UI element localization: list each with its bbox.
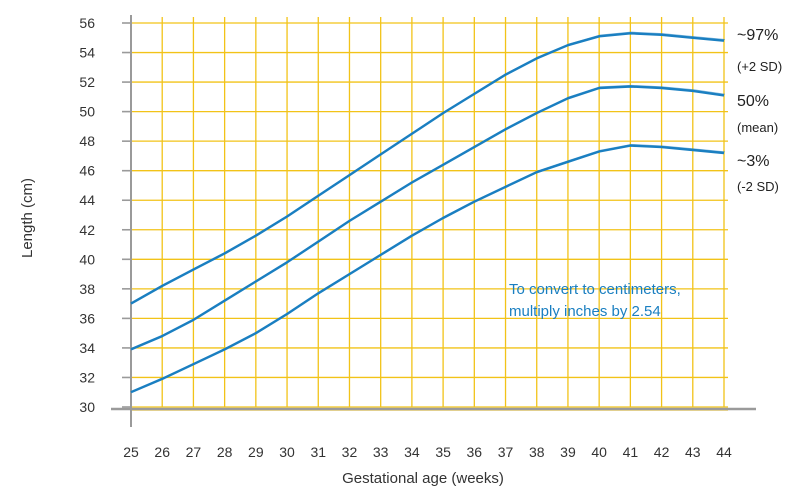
series-line-shadow-1 (131, 84, 725, 349)
legend-label: ~3% (737, 153, 769, 170)
x-tick-label: 31 (310, 444, 326, 460)
chart-grid (130, 17, 728, 411)
y-tick-label: 32 (79, 369, 95, 385)
y-tick-label: 46 (79, 163, 95, 179)
x-tick-label: 25 (123, 444, 139, 460)
y-tick-label: 54 (79, 45, 95, 61)
x-tick-label: 44 (716, 444, 732, 460)
x-tick-label: 28 (217, 444, 233, 460)
x-tick-label: 35 (435, 444, 451, 460)
x-tick-label: 36 (467, 444, 483, 460)
series-line-0 (130, 32, 725, 305)
x-tick-label: 39 (560, 444, 576, 460)
x-tick-label: 37 (498, 444, 514, 460)
y-tick-label: 34 (79, 340, 95, 356)
x-tick-label: 43 (685, 444, 701, 460)
x-axis-title: Gestational age (weeks) (342, 470, 504, 487)
y-tick-label: 48 (79, 133, 95, 149)
y-tick-labels: 30 32 34 36 38 40 42 44 46 48 50 52 54 56 (79, 15, 95, 415)
y-tick-label: 36 (79, 310, 95, 326)
x-tick-label: 26 (154, 444, 170, 460)
x-tick-label: 38 (529, 444, 545, 460)
y-tick-label: 38 (79, 281, 95, 297)
legend-label: 50% (737, 93, 769, 110)
x-tick-label: 40 (591, 444, 607, 460)
chart-axes (111, 15, 756, 427)
x-tick-label: 42 (654, 444, 670, 460)
y-tick-label: 40 (79, 251, 95, 267)
series-legend: ~97% (+2 SD) 50% (mean) ~3% (-2 SD) (737, 27, 782, 194)
x-tick-label: 33 (373, 444, 389, 460)
conversion-note-line-2: multiply inches by 2.54 (509, 303, 661, 320)
x-tick-label: 30 (279, 444, 295, 460)
series-lines (130, 31, 725, 394)
x-tick-label: 41 (623, 444, 639, 460)
legend-label: ~97% (737, 27, 778, 44)
legend-sublabel: (+2 SD) (737, 59, 782, 74)
conversion-note-line-1: To convert to centimeters, (509, 281, 681, 298)
y-tick-label: 30 (79, 399, 95, 415)
y-tick-label: 42 (79, 222, 95, 238)
x-tick-label: 34 (404, 444, 420, 460)
legend-sublabel: (mean) (737, 120, 778, 135)
y-axis-title: Length (cm) (19, 178, 36, 258)
series-line-shadow-2 (131, 143, 725, 392)
series-line-2 (130, 144, 725, 394)
y-tick-label: 52 (79, 74, 95, 90)
series-line-1 (130, 85, 725, 351)
x-tick-label: 32 (342, 444, 358, 460)
y-tick-label: 56 (79, 15, 95, 31)
legend-sublabel: (-2 SD) (737, 179, 779, 194)
x-tick-label: 27 (186, 444, 202, 460)
x-tick-labels: 25 26 27 28 29 30 31 32 33 34 35 36 37 38 39 40 41 42 43 44 (123, 444, 732, 460)
y-tick-label: 44 (79, 192, 95, 208)
y-tick-label: 50 (79, 104, 95, 120)
x-tick-label: 29 (248, 444, 264, 460)
series-line-shadow-0 (131, 31, 725, 303)
